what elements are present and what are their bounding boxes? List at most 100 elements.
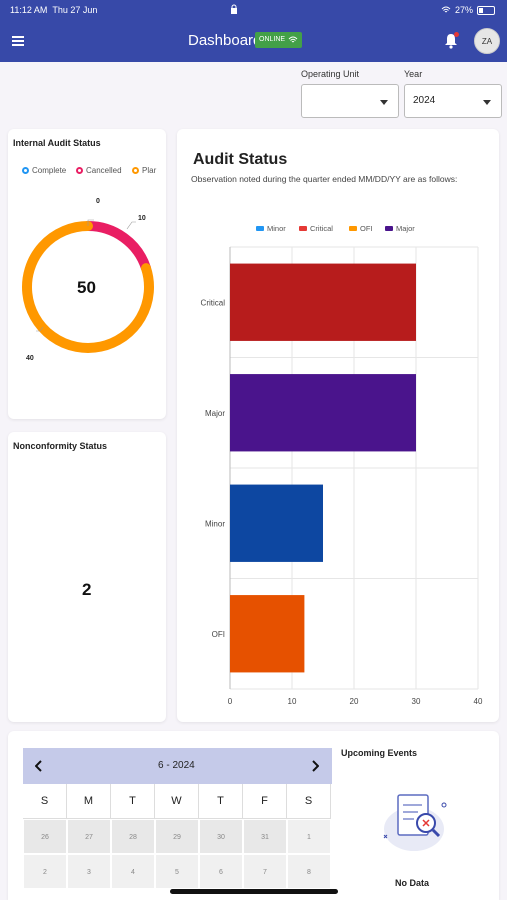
- chevron-right-icon[interactable]: [311, 760, 319, 772]
- wifi-icon: [441, 6, 451, 13]
- audit-status-title: Audit Status: [193, 151, 288, 168]
- legend-label: Major: [396, 224, 415, 233]
- donut-label-complete: 0: [96, 198, 100, 205]
- x-tick-label: 10: [288, 697, 297, 706]
- audit-status-subtitle: Observation noted during the quarter end…: [191, 174, 458, 184]
- weekday-fri: F: [243, 784, 287, 819]
- bar-critical[interactable]: [230, 263, 416, 341]
- chevron-down-icon: [380, 100, 388, 105]
- chevron-down-icon: [483, 100, 491, 105]
- legend-item-critical[interactable]: Critical: [299, 224, 333, 233]
- upcoming-events-title: Upcoming Events: [341, 748, 418, 758]
- legend-label: Plar: [142, 166, 157, 175]
- leader-line: [126, 221, 136, 230]
- weekday-tue: T: [111, 784, 155, 819]
- leader-line: [36, 326, 44, 332]
- year-value: 2024: [413, 95, 436, 106]
- battery-icon: [477, 5, 495, 15]
- audit-status-bar-chart: 0 10 20 30 40 Critical Major Minor OFI: [201, 246, 483, 706]
- calendar-header: 6 - 2024: [23, 748, 332, 784]
- legend-swatch: [22, 167, 29, 174]
- donut-label-cancelled: 10: [138, 215, 146, 222]
- weekday-mon: M: [67, 784, 111, 819]
- wifi-icon: [288, 36, 298, 43]
- calendar-day-cell[interactable]: 6: [199, 854, 243, 889]
- nonconformity-count: 2: [82, 580, 92, 599]
- x-tick-label: 20: [350, 697, 359, 706]
- battery-percent: 27%: [454, 5, 473, 15]
- y-tick-label: OFI: [212, 630, 225, 639]
- donut-center-total: 50: [77, 278, 96, 297]
- status-bar: 11:12 AM Thu 27 Jun 27%: [0, 0, 507, 22]
- legend-item-major[interactable]: Major: [385, 224, 415, 233]
- weekday-sun: S: [23, 784, 67, 819]
- legend-swatch: [256, 226, 264, 231]
- avatar[interactable]: ZA: [474, 28, 500, 54]
- calendar-month-label: 6 - 2024: [158, 760, 195, 771]
- home-indicator: [170, 889, 338, 894]
- notification-dot: [454, 32, 459, 37]
- internal-audit-card: Internal Audit Status Complete Cancelled…: [8, 129, 166, 419]
- nonconformity-card: Nonconformity Status 2: [8, 432, 166, 722]
- weekday-wed: W: [155, 784, 199, 819]
- x-tick-label: 0: [228, 697, 233, 706]
- year-label: Year: [404, 69, 423, 79]
- calendar-day-cell[interactable]: 29: [155, 819, 199, 854]
- legend-label: OFI: [360, 224, 373, 233]
- calendar-day-cell[interactable]: 3: [67, 854, 111, 889]
- calendar-day-cell[interactable]: 7: [243, 854, 287, 889]
- year-select[interactable]: 2024: [404, 84, 502, 118]
- legend-item-cancelled[interactable]: Cancelled: [76, 166, 122, 175]
- app-bar: Dashboard ONLINE ZA: [0, 22, 507, 62]
- legend-swatch: [349, 226, 357, 231]
- bar-major[interactable]: [230, 374, 416, 452]
- calendar-day-cell[interactable]: 1: [287, 819, 331, 854]
- status-right: 27%: [441, 5, 495, 15]
- notification-bell-icon[interactable]: [444, 32, 459, 49]
- legend-item-minor[interactable]: Minor: [256, 224, 286, 233]
- lock-icon: [231, 4, 237, 14]
- bar-ofi[interactable]: [230, 595, 305, 673]
- legend-label: Complete: [32, 166, 67, 175]
- calendar-day-cell[interactable]: 28: [111, 819, 155, 854]
- operating-unit-label: Operating Unit: [301, 69, 360, 79]
- legend-item-planned[interactable]: Plar: [132, 166, 156, 175]
- donut-slice-plar[interactable]: [22, 221, 154, 353]
- y-tick-label: Minor: [205, 519, 225, 528]
- online-badge: ONLINE: [255, 32, 303, 48]
- y-tick-label: Major: [205, 409, 225, 418]
- menu-icon[interactable]: [12, 36, 24, 46]
- legend-item-complete[interactable]: Complete: [22, 166, 66, 175]
- x-tick-label: 40: [474, 697, 483, 706]
- leader-line: [87, 219, 94, 226]
- internal-audit-title: Internal Audit Status: [13, 138, 101, 148]
- calendar-day-cell[interactable]: 26: [23, 819, 67, 854]
- calendar-day-cell[interactable]: 2: [23, 854, 67, 889]
- legend-swatch: [132, 167, 139, 174]
- legend-label: Minor: [267, 224, 286, 233]
- calendar-day-cell[interactable]: 8: [287, 854, 331, 889]
- page-title: Dashboard: [188, 32, 262, 49]
- legend-swatch: [299, 226, 307, 231]
- donut-label-planned: 40: [26, 355, 34, 362]
- bar-minor[interactable]: [230, 484, 323, 562]
- empty-events-illustration-icon: [383, 794, 447, 851]
- calendar-day-cell[interactable]: 5: [155, 854, 199, 889]
- legend-label: Cancelled: [86, 166, 122, 175]
- legend-item-ofi[interactable]: OFI: [349, 224, 373, 233]
- no-data-text: No Data: [395, 878, 430, 888]
- donut-slice-cancelled[interactable]: [83, 221, 152, 274]
- calendar-day-cell[interactable]: 4: [111, 854, 155, 889]
- x-tick-label: 30: [412, 697, 421, 706]
- legend-swatch: [76, 167, 83, 174]
- online-label: ONLINE: [259, 36, 286, 43]
- calendar-day-cell[interactable]: 27: [67, 819, 111, 854]
- calendar-day-cell[interactable]: 31: [243, 819, 287, 854]
- donut-chart: [22, 219, 154, 353]
- operating-unit-select[interactable]: [301, 84, 399, 118]
- audit-status-card: Audit Status Observation noted during th…: [177, 129, 499, 722]
- weekday-thu: T: [199, 784, 243, 819]
- calendar-day-cell[interactable]: 30: [199, 819, 243, 854]
- chevron-left-icon[interactable]: [35, 760, 43, 772]
- y-tick-label: Critical: [201, 298, 226, 307]
